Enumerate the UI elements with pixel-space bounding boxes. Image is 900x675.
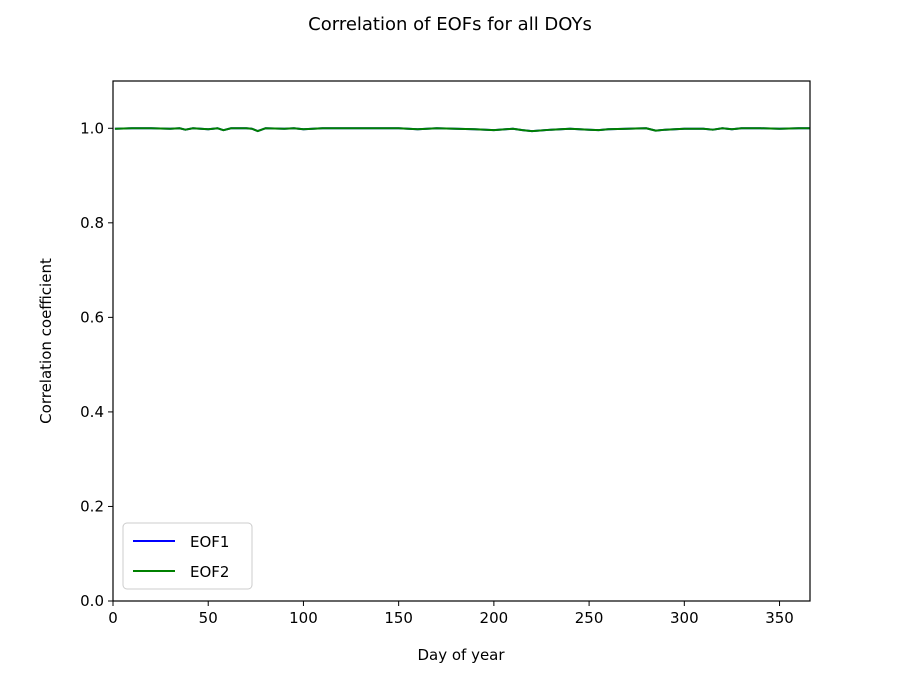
x-tick-label: 100 (289, 609, 318, 627)
plot-frame (112, 80, 811, 602)
series-lines (114, 127, 810, 133)
x-tick-label: 150 (384, 609, 413, 627)
y-tick-label: 0.4 (80, 403, 104, 421)
x-tick-label: 200 (480, 609, 509, 627)
legend-label-eof1: EOF1 (190, 533, 229, 551)
legend-box (122, 522, 253, 590)
x-tick-label: 0 (108, 609, 118, 627)
chart-title: Correlation of EOFs for all DOYs (308, 14, 592, 35)
x-axis-label: Day of year (417, 646, 505, 664)
x-axis: 0 50 100 150 200 250 300 350 (108, 601, 794, 627)
y-tick-label: 0.8 (80, 214, 104, 232)
x-tick-label: 50 (199, 609, 218, 627)
legend-label-eof2: EOF2 (190, 563, 229, 581)
y-tick-label: 0.6 (80, 308, 104, 326)
x-tick-label: 350 (765, 609, 794, 627)
y-axis-label: Correlation coefficient (37, 258, 55, 424)
x-tick-label: 250 (575, 609, 604, 627)
legend: EOF1 EOF2 (122, 522, 253, 590)
y-tick-label: 1.0 (80, 119, 104, 137)
series-line-eof2 (114, 127, 810, 133)
y-tick-label: 0.0 (80, 592, 104, 610)
y-axis: 0.0 0.2 0.4 0.6 0.8 1.0 (80, 119, 113, 610)
y-tick-label: 0.2 (80, 497, 104, 515)
x-tick-label: 300 (670, 609, 699, 627)
